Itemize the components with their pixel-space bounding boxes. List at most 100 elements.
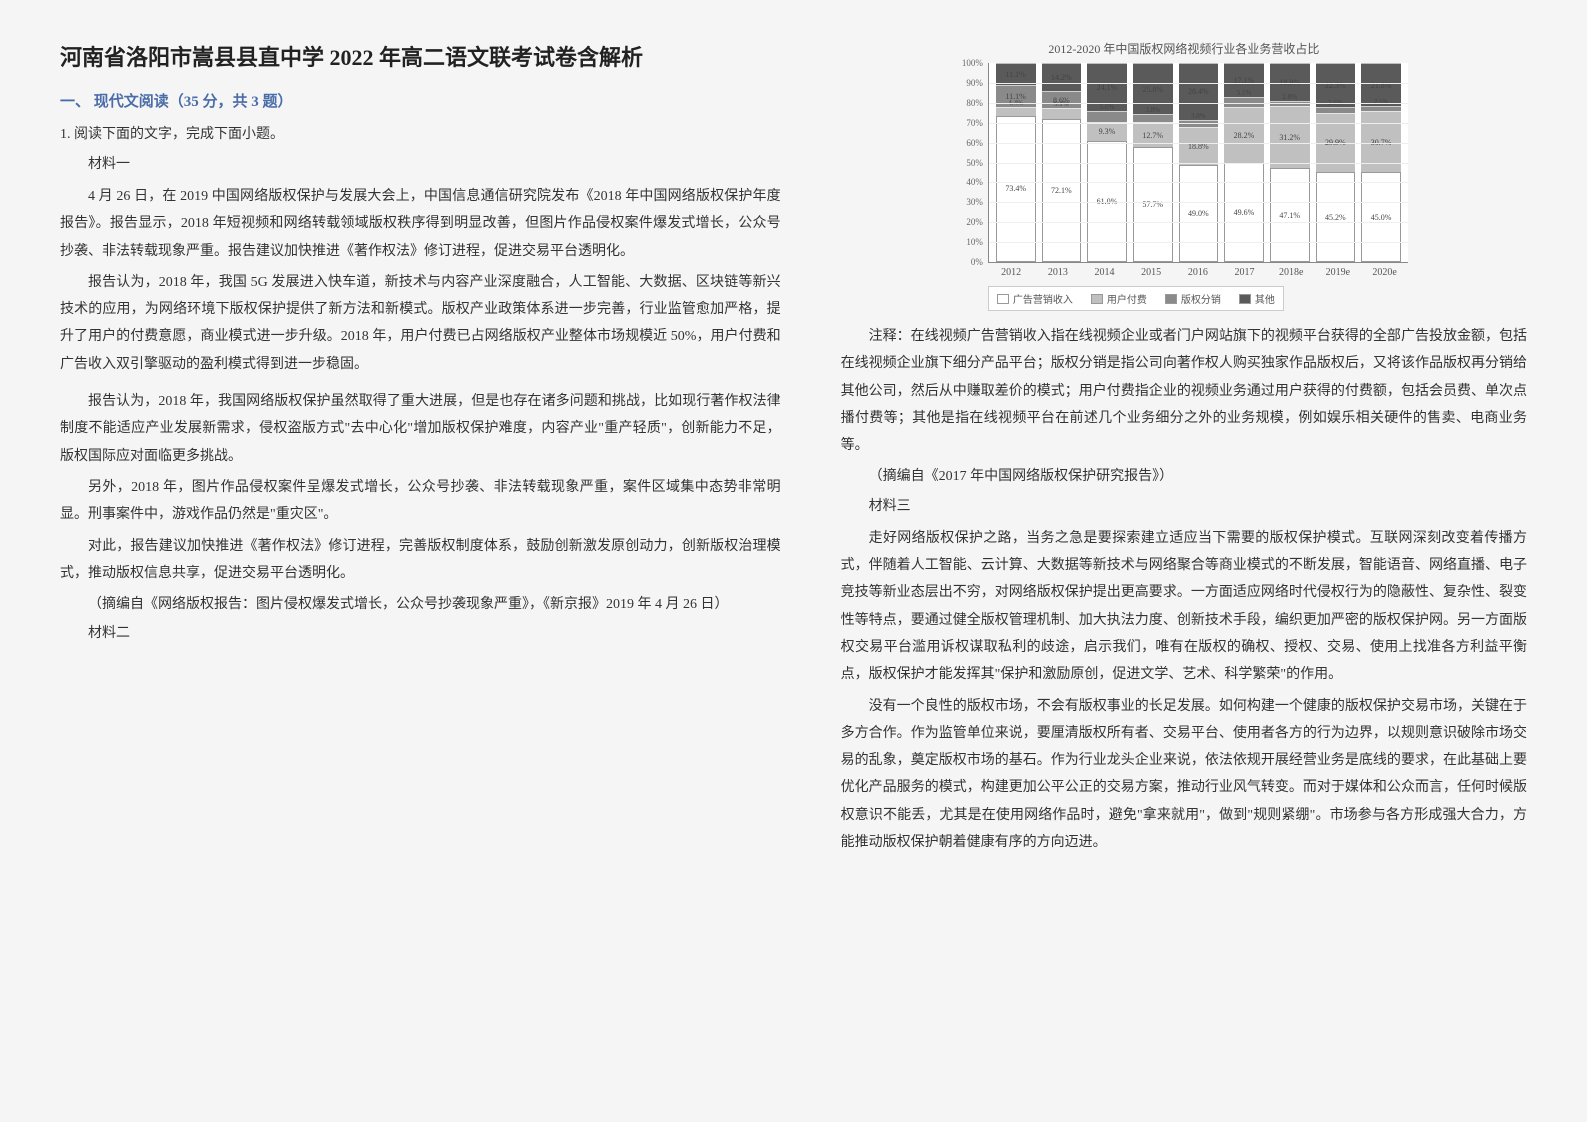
material-1-p2: 报告认为，2018 年，我国 5G 发展进入快车道，新技术与内容产业深度融合，人…: [60, 269, 781, 378]
material-1-p5: 对此，报告建议加快推进《著作权法》修订进程，完善版权制度体系，鼓励创新激发原创动…: [60, 533, 781, 588]
section-heading: 一、 现代文阅读（35 分，共 3 题）: [60, 90, 781, 111]
x-label: 2014: [1081, 267, 1128, 278]
bar-value-label: 24.1%: [1097, 83, 1118, 92]
bar-value-label: 9.3%: [1099, 127, 1116, 136]
bar-value-label: 12.7%: [1142, 131, 1163, 140]
bar-segment-ad: 57.7%: [1133, 147, 1173, 262]
bar-value-label: 28.2%: [1234, 131, 1255, 140]
bar-segment-ad: 72.1%: [1042, 119, 1082, 262]
chart-legend: 广告营销收入 用户付费 版权分销 其他: [988, 286, 1284, 311]
legend-item: 其他: [1239, 291, 1275, 306]
bar-value-label: 45.2%: [1325, 213, 1346, 222]
bar-value-label: 11.1%: [1005, 70, 1025, 79]
bar-value-label: 25.8%: [1142, 85, 1163, 94]
bar-segment-dist: 5.6%: [1087, 111, 1127, 122]
bar-value-label: 5.6%: [1100, 103, 1115, 111]
bar-segment-user: 31.2%: [1270, 106, 1310, 168]
y-tick: 70%: [966, 118, 983, 128]
x-label: 2020e: [1361, 267, 1408, 278]
legend-swatch: [997, 294, 1009, 304]
legend-label: 其他: [1255, 291, 1275, 306]
bar-value-label: 3.8%: [1145, 106, 1160, 114]
y-tick: 10%: [966, 237, 983, 247]
right-column: 2012-2020 年中国版权网络视频行业各业务营收占比 0%10%20%30%…: [841, 40, 1527, 860]
bar-segment-other: 11.1%: [996, 63, 1036, 85]
bar-value-label: 72.1%: [1051, 186, 1072, 195]
bar-value-label: 45.0%: [1371, 213, 1392, 222]
x-label: 2019e: [1315, 267, 1362, 278]
bar-value-label: 31.2%: [1279, 133, 1300, 142]
material-1-p4: 另外，2018 年，图片作品侵权案件呈爆发式增长，公众号抄袭、非法转载现象严重，…: [60, 474, 781, 529]
bar-segment-user: 18.8%: [1179, 127, 1219, 164]
legend-item: 版权分销: [1165, 291, 1221, 306]
chart-x-axis: 2012201320142015201620172018e2019e2020e: [988, 267, 1408, 278]
legend-swatch: [1239, 294, 1251, 304]
question-1: 1. 阅读下面的文字，完成下面小题。: [60, 123, 781, 143]
bar-segment-user: 5.1%: [1042, 108, 1082, 118]
bar-value-label: 5.1%: [1054, 100, 1069, 108]
y-tick: 100%: [962, 58, 983, 68]
x-label: 2018e: [1268, 267, 1315, 278]
x-label: 2012: [988, 267, 1035, 278]
bar-value-label: 3.8%: [1191, 112, 1206, 120]
y-tick: 50%: [966, 158, 983, 168]
material-1-source: （摘编自《网络版权报告：图片侵权爆发式增长，公众号抄袭现象严重》，《新京报》20…: [60, 591, 781, 618]
left-column: 河南省洛阳市嵩县县直中学 2022 年高二语文联考试卷含解析 一、 现代文阅读（…: [60, 40, 781, 860]
grid-line: [989, 182, 1408, 183]
material-1-p3: 报告认为，2018 年，我国网络版权保护虽然取得了重大进展，但是也存在诸多问题和…: [60, 388, 781, 470]
y-tick: 90%: [966, 78, 983, 88]
y-tick: 30%: [966, 197, 983, 207]
bar-value-label: 49.6%: [1234, 208, 1255, 217]
y-tick: 80%: [966, 98, 983, 108]
material-3-label: 材料三: [841, 495, 1527, 515]
legend-swatch: [1091, 294, 1103, 304]
grid-line: [989, 103, 1408, 104]
grid-line: [989, 222, 1408, 223]
material-2-source: （摘编自《2017 年中国网络版权保护研究报告》）: [841, 463, 1527, 490]
x-label: 2015: [1128, 267, 1175, 278]
grid-line: [989, 163, 1408, 164]
bar-value-label: 47.1%: [1279, 211, 1300, 220]
bar-segment-user: 9.3%: [1087, 122, 1127, 141]
legend-item: 用户付费: [1091, 291, 1147, 306]
bar-segment-ad: 49.6%: [1224, 163, 1264, 262]
y-tick: 60%: [966, 138, 983, 148]
x-label: 2013: [1035, 267, 1082, 278]
grid-line: [989, 143, 1408, 144]
bar-value-label: 73.4%: [1005, 184, 1026, 193]
bar-segment-ad: 49.0%: [1179, 165, 1219, 263]
exam-title: 河南省洛阳市嵩县县直中学 2022 年高二语文联考试卷含解析: [60, 40, 781, 72]
legend-label: 版权分销: [1181, 291, 1221, 306]
bar-segment-user: 28.2%: [1224, 107, 1264, 163]
grid-line: [989, 242, 1408, 243]
bar-value-label: 14.2%: [1051, 73, 1072, 82]
bar-segment-dist: 3.8%: [1133, 114, 1173, 122]
bar-value-label: 49.0%: [1188, 209, 1209, 218]
bar-segment-ad: 45.0%: [1361, 172, 1401, 262]
legend-swatch: [1165, 294, 1177, 304]
material-3-p2: 没有一个良性的版权市场，不会有版权事业的长足发展。如何构建一个健康的版权保护交易…: [841, 693, 1527, 857]
y-tick: 0%: [971, 257, 983, 267]
grid-line: [989, 202, 1408, 203]
bar-segment-other: 14.2%: [1042, 63, 1082, 91]
chart-y-axis: 0%10%20%30%40%50%60%70%80%90%100%: [955, 63, 985, 262]
x-label: 2016: [1175, 267, 1222, 278]
bar-segment-user: 4.4%: [996, 107, 1036, 116]
y-tick: 40%: [966, 177, 983, 187]
y-tick: 20%: [966, 217, 983, 227]
x-label: 2017: [1221, 267, 1268, 278]
material-2-label: 材料二: [60, 622, 781, 642]
bar-segment-ad: 73.4%: [996, 116, 1036, 262]
bar-segment-ad: 45.2%: [1316, 172, 1356, 262]
bar-value-label: 5.1%: [1237, 89, 1252, 97]
bar-value-label: 2.8%: [1282, 93, 1297, 101]
bar-value-label: 28.4%: [1188, 87, 1209, 96]
material-1-p1: 4 月 26 日，在 2019 中国网络版权保护与发展大会上，中国信息通信研究院…: [60, 183, 781, 265]
legend-label: 广告营销收入: [1013, 291, 1073, 306]
material-2-note: 注释：在线视频广告营销收入指在线视频企业或者门户网站旗下的视频平台获得的全部广告…: [841, 323, 1527, 459]
grid-line: [989, 83, 1408, 84]
chart-plot-area: 0%10%20%30%40%50%60%70%80%90%100% 11.1%1…: [988, 63, 1408, 263]
grid-line: [989, 123, 1408, 124]
chart-title: 2012-2020 年中国版权网络视频行业各业务营收占比: [954, 40, 1414, 57]
material-1-label: 材料一: [60, 153, 781, 173]
